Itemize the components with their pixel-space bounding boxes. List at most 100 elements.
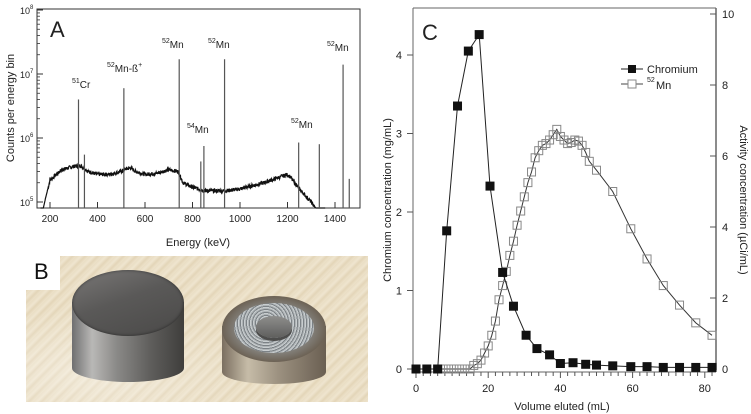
right-y-tick-label: 8 <box>722 80 728 92</box>
open-square-marker-icon <box>627 79 637 89</box>
peak-annotation: 52Mn <box>327 41 349 54</box>
chromium-data-point <box>485 181 495 191</box>
mn-data-point <box>490 316 500 326</box>
left-y-tick-label: 3 <box>396 129 402 141</box>
chromium-data-point <box>626 362 636 372</box>
left-y-tick-label: 4 <box>396 50 402 62</box>
irradiated-target-holder <box>222 296 326 390</box>
panel-c-right-y-axis: 0 2 4 6 8 10 <box>710 9 734 376</box>
mn-data-point <box>516 206 526 216</box>
panel-a-spectrum-line <box>40 162 326 209</box>
panel-a-y-label: Counts per energy bin <box>5 54 17 162</box>
right-y-tick-label: 2 <box>722 293 728 305</box>
chromium-data-point <box>508 301 518 311</box>
chromium-data-point <box>433 364 443 374</box>
chromium-data-point <box>532 344 542 354</box>
x-tick-label: 200 <box>42 214 59 225</box>
chromium-data-point <box>707 362 717 372</box>
chromium-data-point <box>658 362 668 372</box>
panel-c-mn-series <box>433 124 717 374</box>
right-y-tick-label: 4 <box>722 222 728 234</box>
y-tick-label: 107 <box>20 69 34 80</box>
y-tick-label: 106 <box>20 133 34 144</box>
panel-c-label: C <box>422 20 438 45</box>
mn-data-point <box>508 236 518 246</box>
mn-data-point <box>527 167 537 177</box>
panel-c-elution: 0 20 40 60 80 0 1 2 3 4 0 2 4 6 8 10 C Chromium conce… <box>382 7 749 413</box>
x-tick-label: 60 <box>626 383 638 395</box>
chromium-data-point <box>474 30 484 40</box>
mn-data-point <box>608 187 618 196</box>
x-tick-label: 800 <box>184 214 201 225</box>
panel-a-spectrum: 108 107 106 105 200 400 600 800 1000 1200 1400 51… <box>5 5 361 249</box>
legend-label-mn52: Mn <box>656 80 671 92</box>
chromium-data-point <box>592 360 601 370</box>
chromium-data-point <box>691 362 701 372</box>
chromium-data-point <box>442 226 452 236</box>
x-tick-label: 1400 <box>324 214 347 225</box>
mn-data-point <box>443 364 453 374</box>
chromium-target-cylinder <box>72 270 184 388</box>
panel-c-left-y-label: Chromium concentration (mg/mL) <box>382 118 394 282</box>
right-y-tick-label: 6 <box>722 151 728 163</box>
chromium-data-point <box>411 364 421 374</box>
panel-a-x-axis: 200 400 600 800 1000 1200 1400 <box>42 202 347 225</box>
x-tick-label: 1200 <box>276 214 299 225</box>
panel-c-legend: Chromium 52 Mn <box>621 64 698 92</box>
right-y-tick-label: 10 <box>722 9 734 21</box>
mn-data-point <box>626 224 636 234</box>
chromium-data-point <box>498 267 508 277</box>
x-tick-label: 600 <box>137 214 154 225</box>
panel-a-peak-labels: 51Cr 52Mn-ß+ 52Mn 52Mn 54Mn 52Mn 52Mn <box>72 38 349 136</box>
x-tick-label: 80 <box>699 383 711 395</box>
mn-data-point <box>581 147 591 157</box>
panel-c-chromium-series <box>411 30 717 374</box>
filled-square-marker-icon <box>628 65 636 73</box>
chromium-data-point <box>555 359 565 369</box>
x-tick-label: 400 <box>89 214 106 225</box>
panel-a-label: A <box>50 17 65 42</box>
chromium-data-point <box>463 46 473 56</box>
chromium-data-point <box>521 330 531 340</box>
mn-data-point <box>512 220 522 230</box>
chromium-data-point <box>581 359 591 369</box>
y-tick-label: 108 <box>20 5 34 16</box>
right-y-tick-label: 0 <box>722 364 728 376</box>
panel-b-label-background <box>26 256 60 290</box>
panel-a-x-label: Energy (keV) <box>166 237 230 249</box>
panel-a-y-axis: 108 107 106 105 <box>20 5 43 208</box>
chromium-data-point <box>608 361 618 371</box>
panel-c-right-y-label: Activity concentration (µCi/mL) <box>737 125 749 274</box>
chromium-data-point <box>545 350 555 360</box>
x-tick-label: 0 <box>413 383 419 395</box>
panel-b-label: B <box>34 259 49 284</box>
mn-data-point <box>691 318 701 328</box>
mn-data-point <box>494 295 504 305</box>
peak-annotation: 52Mn <box>291 118 313 131</box>
peak-annotation: 52Mn <box>208 38 230 51</box>
y-tick-label: 105 <box>20 197 34 208</box>
mn-data-point <box>505 250 515 260</box>
mn-data-point <box>523 178 533 188</box>
chromium-data-point <box>642 362 652 372</box>
peak-annotation: 54Mn <box>187 123 209 136</box>
legend-item-chromium: Chromium <box>621 64 698 76</box>
legend-item-mn52: 52 Mn <box>621 77 671 92</box>
left-y-tick-label: 0 <box>396 364 402 376</box>
left-y-tick-label: 2 <box>396 207 402 219</box>
mn-data-point <box>642 254 652 264</box>
x-tick-label: 40 <box>554 383 566 395</box>
x-tick-label: 20 <box>482 383 494 395</box>
panel-a-frame <box>36 8 361 209</box>
mn-data-point <box>584 156 594 166</box>
peak-annotation: 52Mn-ß+ <box>107 62 142 75</box>
mn-data-point <box>658 281 668 291</box>
mn-data-point <box>454 364 464 374</box>
panel-a-peaks <box>77 59 350 208</box>
chromium-data-point <box>568 358 578 368</box>
chromium-data-point <box>453 101 463 111</box>
chromium-data-point <box>422 364 432 374</box>
peak-annotation: 51Cr <box>72 78 91 91</box>
mn-data-point <box>460 364 470 374</box>
